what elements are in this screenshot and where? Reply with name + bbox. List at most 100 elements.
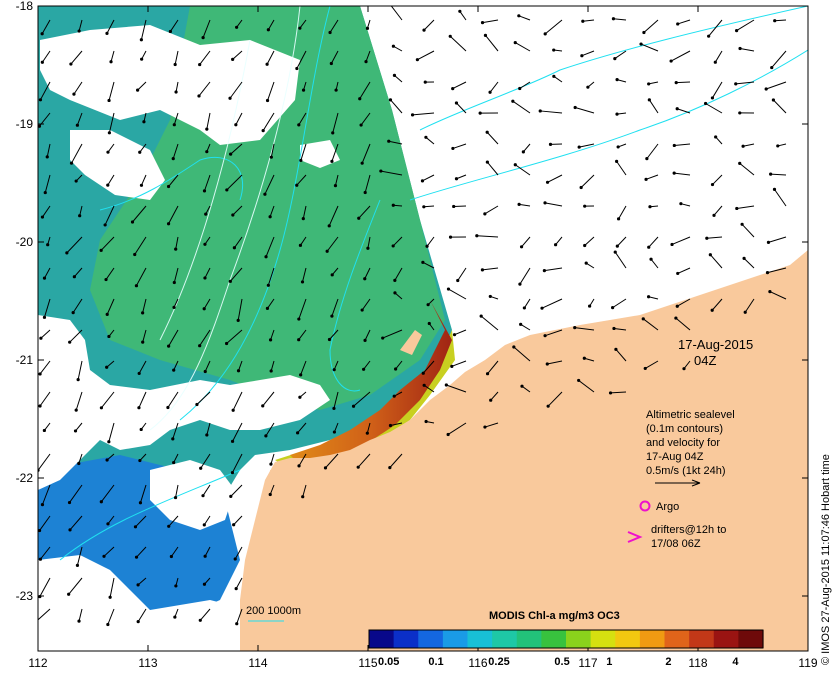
velocity-arrow <box>739 47 755 52</box>
velocity-arrow-head <box>483 425 487 429</box>
velocity-arrow <box>135 267 147 286</box>
velocity-arrow <box>173 267 179 283</box>
velocity-arrow <box>423 205 435 208</box>
velocity-arrow-head <box>38 98 43 102</box>
velocity-arrow-head <box>511 99 515 103</box>
x-tick-label: 114 <box>248 656 267 670</box>
velocity-arrow-head <box>334 88 338 92</box>
velocity-arrow-head <box>707 34 711 38</box>
colorbar-tick-label: 0.05 <box>378 656 399 668</box>
velocity-arrow-head <box>764 87 768 91</box>
velocity-arrow <box>333 422 339 433</box>
velocity-arrow <box>39 515 51 531</box>
velocity-arrow-head <box>136 583 140 587</box>
cloud-south <box>38 315 330 490</box>
velocity-arrow-head <box>647 82 651 86</box>
velocity-arrow-head <box>451 87 455 91</box>
velocity-arrow-head <box>323 466 328 470</box>
velocity-arrow-head <box>173 62 177 67</box>
velocity-arrow <box>200 453 211 469</box>
velocity-arrow-head <box>452 204 456 209</box>
velocity-arrow-head <box>357 216 361 220</box>
chl-coastal-high <box>290 300 452 465</box>
velocity-arrow-head <box>265 306 270 311</box>
velocity-arrow-head <box>266 283 270 287</box>
velocity-arrow-head <box>710 182 715 187</box>
velocity-arrow-head <box>581 19 585 23</box>
velocity-arrow <box>711 81 723 99</box>
velocity-arrow-head <box>232 246 236 250</box>
velocity-arrow-head <box>740 222 744 226</box>
velocity-arrow <box>642 318 659 331</box>
velocity-arrow <box>262 391 275 407</box>
velocity-arrow <box>767 267 787 274</box>
velocity-arrow <box>296 50 307 69</box>
velocity-arrow <box>670 50 691 62</box>
velocity-arrow-head <box>140 57 144 61</box>
velocity-arrow-head <box>43 190 47 195</box>
velocity-arrow-head <box>202 582 207 586</box>
velocity-arrow-head <box>360 161 364 165</box>
velocity-arrow-head <box>422 205 426 209</box>
velocity-arrow <box>519 81 531 89</box>
velocity-arrow <box>234 546 243 560</box>
velocity-arrow-head <box>295 183 299 187</box>
velocity-arrow-head <box>615 78 619 82</box>
velocity-arrow-head <box>72 92 76 96</box>
velocity-arrow <box>380 170 403 176</box>
velocity-arrow <box>580 174 595 188</box>
velocity-arrow-head <box>38 404 42 408</box>
velocity-arrow-head <box>107 131 111 135</box>
velocity-arrow <box>232 453 243 473</box>
velocity-arrow <box>142 298 147 313</box>
velocity-arrow-head <box>649 257 653 261</box>
velocity-arrow-head <box>480 268 485 272</box>
velocity-arrow-head <box>545 180 550 184</box>
velocity-arrow-head <box>519 322 523 326</box>
velocity-arrow <box>235 112 243 126</box>
velocity-arrow-head <box>133 252 137 257</box>
credit-label: © IMOS 27-Aug-2015 11:07:46 Hobart time <box>820 454 832 665</box>
velocity-arrow <box>332 112 339 134</box>
velocity-arrow-head <box>546 404 550 408</box>
x-tick-label: 116 <box>468 656 487 670</box>
velocity-arrows <box>38 6 787 627</box>
velocity-arrow-head <box>676 271 680 276</box>
velocity-arrow <box>262 112 275 131</box>
velocity-arrow <box>714 50 723 63</box>
y-tick-label: -18 <box>16 0 34 13</box>
velocity-arrow-head <box>768 289 772 294</box>
velocity-arrow <box>555 236 563 246</box>
velocity-arrow <box>204 267 211 279</box>
velocity-arrow-head <box>520 384 524 388</box>
velocity-arrow-head <box>672 171 676 175</box>
velocity-arrow <box>270 329 275 341</box>
velocity-arrow <box>237 298 243 321</box>
colorbar-swatch <box>639 630 666 648</box>
colorbar-swatch <box>615 630 641 648</box>
velocity-arrow <box>547 391 563 407</box>
velocity-arrow <box>196 391 211 405</box>
velocity-arrow <box>476 235 499 238</box>
velocity-arrow <box>206 112 211 130</box>
velocity-arrow <box>711 298 723 311</box>
velocity-arrow <box>302 484 307 497</box>
velocity-arrow <box>169 19 179 32</box>
velocity-arrow-head <box>475 234 479 238</box>
velocity-arrow-head <box>38 124 42 128</box>
velocity-arrow <box>302 205 307 219</box>
velocity-arrow-head <box>611 17 616 21</box>
colorbar-ticks: 0.05 0.1 0.25 0.5 1 2 4 <box>378 656 739 668</box>
velocity-arrow-head <box>108 595 112 599</box>
velocity-arrow <box>644 360 659 369</box>
velocity-arrow-head <box>299 373 303 377</box>
velocity-arrow-head <box>203 276 207 280</box>
velocity-arrow <box>456 102 467 114</box>
velocity-arrow-head <box>741 144 745 148</box>
velocity-arrow-head <box>298 26 302 30</box>
velocity-arrow-head <box>234 586 238 591</box>
velocity-arrow-head <box>198 344 202 348</box>
velocity-arrow <box>544 329 563 337</box>
drifter-marker-icon <box>627 531 643 543</box>
velocity-arrow-head <box>261 404 265 408</box>
